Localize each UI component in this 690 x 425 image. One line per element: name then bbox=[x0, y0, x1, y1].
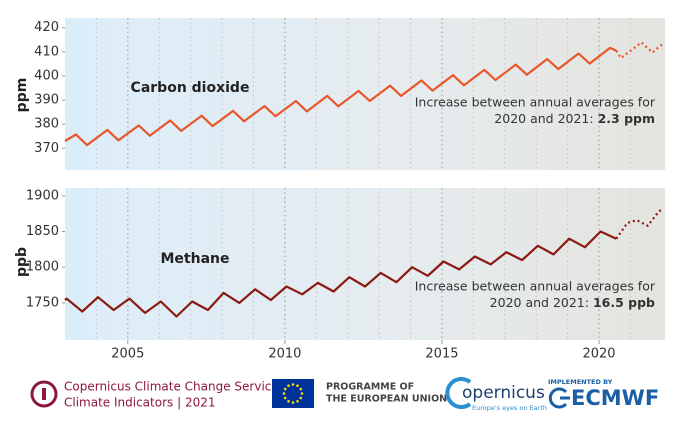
eu-star bbox=[299, 387, 303, 391]
y-tick-label: 1850 bbox=[26, 224, 59, 239]
y-tick-label: 1900 bbox=[26, 188, 59, 203]
y-tick-label: 370 bbox=[34, 141, 59, 156]
series-line bbox=[64, 230, 617, 318]
annotation-text: 2020 and 2021: bbox=[494, 111, 597, 126]
footer: Copernicus Climate Change Service Climat… bbox=[30, 377, 659, 412]
c3s-logo bbox=[30, 380, 58, 408]
eu-star bbox=[287, 399, 290, 403]
eu-star bbox=[283, 387, 287, 391]
y-tick-label: 380 bbox=[34, 117, 59, 132]
eu-text: THE EUROPEAN UNION bbox=[326, 394, 447, 405]
y-tick-label: 1750 bbox=[26, 295, 59, 310]
annotation: 2020 and 2021: 16.5 ppb bbox=[490, 295, 655, 310]
y-tick-label: 420 bbox=[34, 20, 59, 35]
annotation-value: 16.5 ppb bbox=[593, 295, 655, 310]
x-tick-label: 2020 bbox=[582, 347, 615, 362]
series-line bbox=[615, 207, 664, 240]
y-axis-label: ppm bbox=[14, 78, 30, 113]
eu-star bbox=[299, 396, 303, 400]
annotation: 2020 and 2021: 2.3 ppm bbox=[494, 111, 655, 126]
y-tick-label: 1800 bbox=[26, 260, 59, 275]
annotation-value: 2.3 ppm bbox=[598, 111, 655, 126]
eu-star bbox=[296, 399, 299, 403]
eu-star bbox=[287, 384, 290, 388]
eu-star bbox=[291, 383, 295, 386]
eu-star bbox=[296, 384, 299, 388]
c3s-subtitle: Climate Indicators | 2021 bbox=[64, 396, 215, 410]
y-tick-label: 390 bbox=[34, 93, 59, 108]
copernicus-tagline: Europe's eyes on Earth bbox=[472, 404, 547, 412]
ecmwf-logo bbox=[548, 387, 570, 409]
ecmwf-caption: IMPLEMENTED BY bbox=[548, 378, 613, 386]
series-title: Methane bbox=[161, 251, 230, 267]
eu-star bbox=[283, 396, 287, 400]
y-tick-label: 410 bbox=[34, 44, 59, 59]
panel-background bbox=[65, 18, 665, 170]
copernicus-logo bbox=[445, 377, 472, 409]
eu-star bbox=[282, 392, 286, 395]
x-tick-label: 2010 bbox=[268, 347, 301, 362]
series-line bbox=[64, 46, 617, 147]
y-axis-label: ppb bbox=[14, 247, 30, 277]
c3s-logo bbox=[42, 388, 46, 400]
eu-star bbox=[300, 392, 304, 395]
panel-background bbox=[65, 188, 665, 340]
eu-text: PROGRAMME OF bbox=[326, 382, 414, 393]
c3s-name: Copernicus Climate Change Service bbox=[64, 380, 279, 394]
series-line bbox=[615, 41, 665, 60]
plots: 370 380 390 400 410 420 Carbon dioxide ppm Incre… bbox=[14, 18, 665, 362]
eu-star bbox=[291, 401, 295, 404]
x-tick-label: 2015 bbox=[425, 347, 458, 362]
annotation: Increase between annual averages for bbox=[415, 279, 656, 294]
annotation-text: 2020 and 2021: bbox=[490, 295, 593, 310]
ecmwf-name: ECMWF bbox=[571, 386, 659, 410]
eu-stars bbox=[282, 383, 304, 404]
series-title: Carbon dioxide bbox=[131, 80, 250, 96]
x-tick-label: 2005 bbox=[111, 347, 144, 362]
annotation: Increase between annual averages for bbox=[415, 95, 656, 110]
y-tick-label: 400 bbox=[34, 68, 59, 83]
copernicus-name: opernicus bbox=[462, 383, 545, 403]
